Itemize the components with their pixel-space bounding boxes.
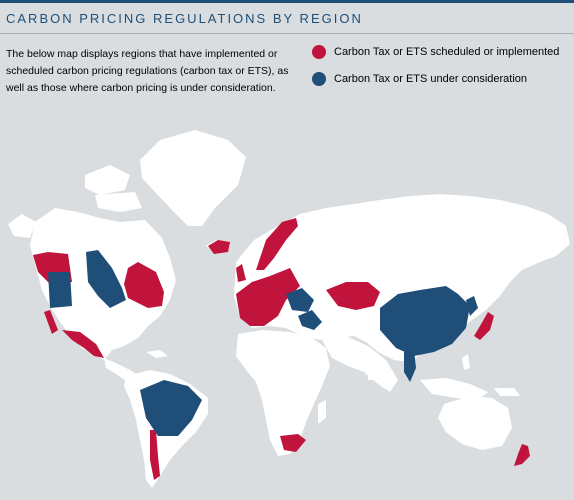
legend-swatch-implemented — [312, 45, 326, 59]
region-chile — [150, 430, 160, 480]
land-philippines — [462, 354, 470, 370]
region-uk — [236, 264, 246, 282]
region-korea — [466, 296, 478, 316]
region-thailand — [404, 350, 416, 382]
region-south-africa — [280, 434, 306, 452]
page-title: CARBON PRICING REGULATIONS BY REGION — [6, 11, 363, 26]
legend-item-implemented: Carbon Tax or ETS scheduled or implement… — [312, 42, 572, 62]
land-south-asia — [322, 336, 398, 392]
title-divider — [0, 33, 574, 34]
region-brazil — [140, 380, 202, 436]
header-rule — [0, 0, 574, 3]
region-us-west — [48, 272, 72, 308]
region-mexico — [62, 330, 104, 358]
legend-swatch-consideration — [312, 72, 326, 86]
region-canada-east — [124, 262, 164, 308]
land-canada-islands — [85, 165, 130, 195]
land-sri-lanka — [368, 372, 374, 380]
land-greenland — [140, 130, 246, 226]
land-alaska — [8, 214, 36, 238]
region-ukraine-turkey — [286, 288, 314, 312]
land-layer — [8, 130, 570, 488]
region-scandinavia — [256, 218, 298, 270]
region-turkey-iran — [298, 310, 322, 330]
region-new-zealand — [514, 444, 530, 466]
region-california — [44, 310, 58, 334]
land-caribbean — [146, 350, 168, 358]
map-description: The below map displays regions that have… — [6, 48, 289, 94]
implemented-regions — [33, 218, 530, 480]
region-europe — [236, 268, 300, 326]
land-canada-islands-2 — [95, 192, 142, 212]
land-new-guinea — [494, 388, 520, 396]
region-japan — [474, 312, 494, 340]
land-africa — [236, 330, 330, 456]
region-kazakhstan — [326, 282, 380, 310]
region-iceland — [208, 240, 230, 254]
region-us-central — [86, 250, 126, 308]
region-china — [380, 286, 470, 356]
consideration-regions — [48, 250, 478, 436]
land-australia — [438, 396, 512, 450]
land-madagascar — [318, 400, 326, 424]
legend-label-implemented: Carbon Tax or ETS scheduled or implement… — [334, 46, 560, 58]
detail-islands — [368, 354, 520, 396]
legend-label-consideration: Carbon Tax or ETS under consideration — [334, 73, 528, 85]
land-southeast-asia — [420, 378, 488, 400]
legend: Carbon Tax or ETS scheduled or implement… — [312, 42, 572, 96]
legend-item-consideration: Carbon Tax or ETS under consideration — [312, 69, 572, 89]
